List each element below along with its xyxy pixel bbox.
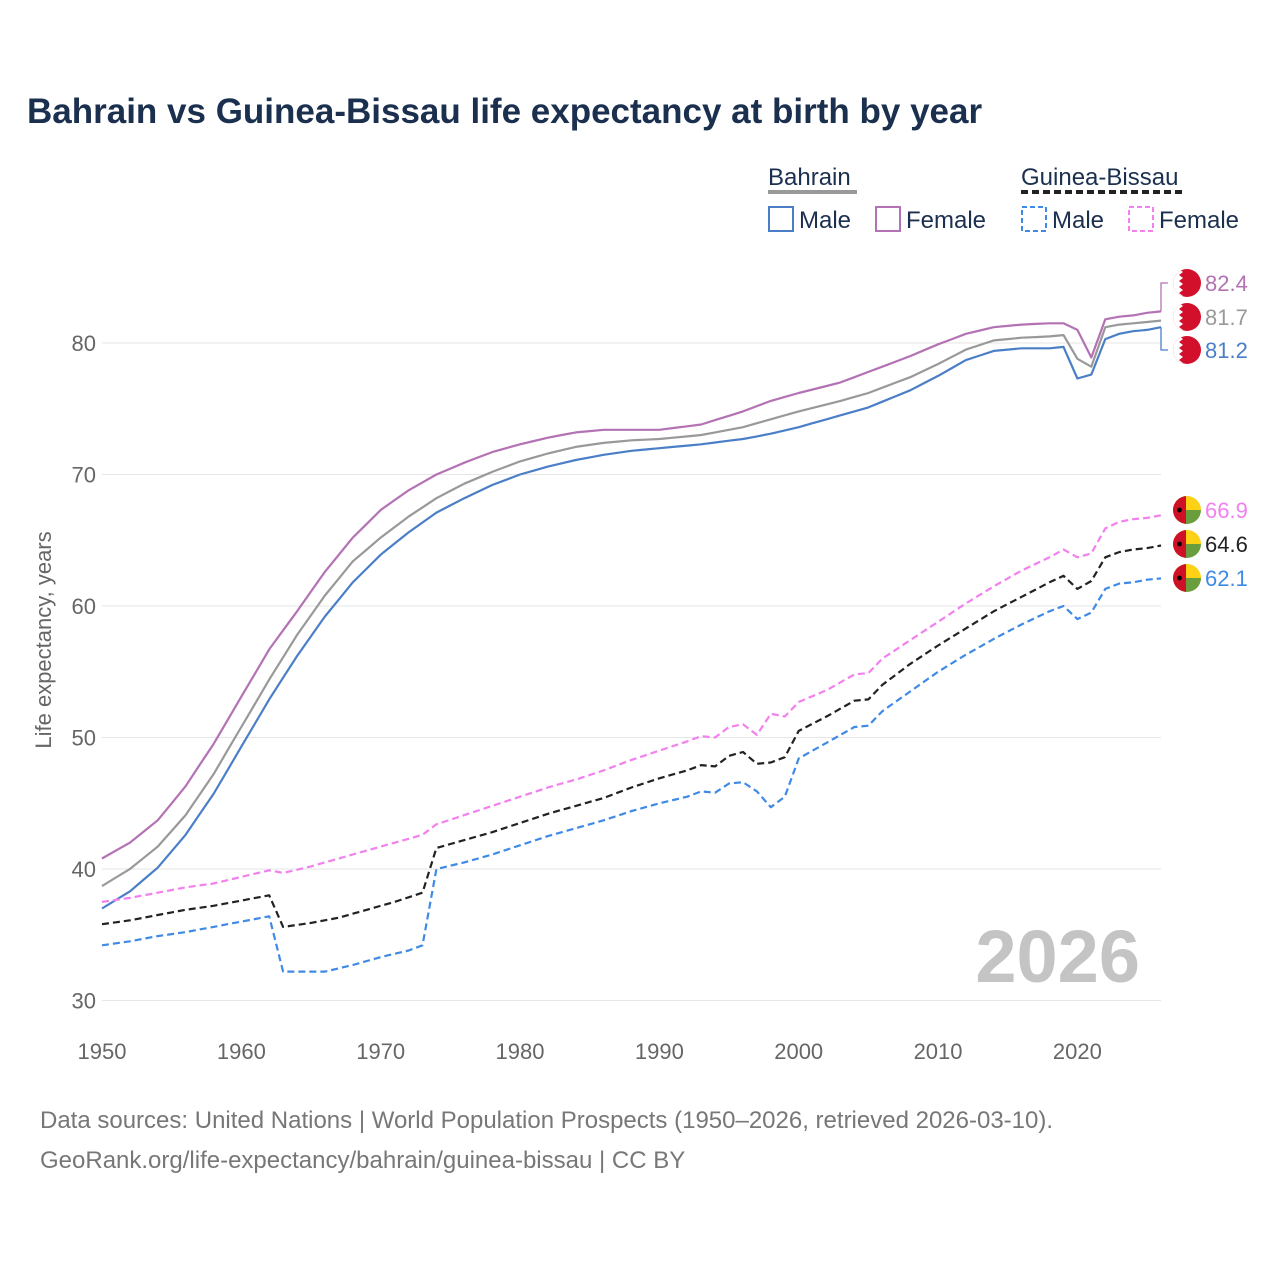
y-tick-label: 80: [72, 331, 96, 356]
year-watermark: 2026: [975, 915, 1140, 998]
legend-item-label[interactable]: Female: [1159, 207, 1239, 234]
y-tick-label: 60: [72, 594, 96, 619]
x-tick-label: 1980: [496, 1039, 545, 1064]
source-line-2: GeoRank.org/life-expectancy/bahrain/guin…: [40, 1147, 686, 1174]
legend-swatch[interactable]: [1128, 206, 1154, 232]
label-connector: [1160, 282, 1168, 312]
flag-white-band: [1173, 303, 1183, 331]
legend[interactable]: Bahrain Male Female Guinea-Bissau Male Female: [768, 164, 1239, 234]
end-label-gb_female: 66.9: [1205, 498, 1248, 523]
series-lines: [101, 310, 1162, 973]
y-axis-label: Life expectancy, years: [31, 531, 56, 748]
x-tick-label: 1950: [78, 1039, 127, 1064]
series-line-gb_female: [101, 514, 1162, 903]
legend-swatch[interactable]: [875, 206, 901, 232]
y-tick-label: 30: [72, 989, 96, 1014]
legend-item-label[interactable]: Male: [799, 207, 851, 234]
series-line-gb_male: [101, 577, 1162, 973]
guinea-bissau-flag-icon: [1173, 496, 1201, 524]
flag-star: [1177, 507, 1182, 513]
series-line-bahrain_female: [101, 310, 1162, 860]
bahrain-flag-icon: [1173, 269, 1201, 297]
series-line-bahrain_male: [101, 326, 1162, 910]
y-tick-label: 40: [72, 857, 96, 882]
legend-item-label[interactable]: Female: [906, 207, 986, 234]
legend-swatch[interactable]: [1021, 206, 1047, 232]
flag-white-band: [1173, 336, 1183, 364]
y-tick-labels: 30 40 50 60 70 80: [72, 331, 96, 1014]
chart-title: Bahrain vs Guinea-Bissau life expectancy…: [27, 92, 983, 131]
x-tick-label: 2000: [774, 1039, 823, 1064]
end-labels: 82.4 81.7 81.2 66.9 64.6 62.1: [1160, 269, 1248, 592]
source-line-1: Data sources: United Nations | World Pop…: [40, 1107, 1054, 1134]
guinea-bissau-flag-icon: [1173, 564, 1201, 592]
legend-group-title: Guinea-Bissau: [1021, 164, 1178, 191]
legend-group-title: Bahrain: [768, 164, 851, 191]
bahrain-flag-icon: [1173, 303, 1201, 331]
y-tick-label: 70: [72, 463, 96, 488]
grid-lines: [102, 342, 1161, 1001]
x-tick-label: 2020: [1053, 1039, 1102, 1064]
end-label-gb_total: 64.6: [1205, 532, 1248, 557]
bahrain-flag-icon: [1173, 336, 1201, 364]
legend-swatch[interactable]: [768, 206, 794, 232]
guinea-bissau-flag-icon: [1173, 530, 1201, 558]
x-tick-labels: 1950 1960 1970 1980 1990 2000 2010 2020: [78, 1039, 1102, 1064]
flag-star: [1177, 575, 1182, 581]
flag-star: [1177, 541, 1182, 547]
end-label-bahrain_male: 81.2: [1205, 338, 1248, 363]
x-tick-label: 2010: [914, 1039, 963, 1064]
end-label-bahrain_total: 81.7: [1205, 305, 1248, 330]
x-tick-label: 1990: [635, 1039, 684, 1064]
end-label-gb_male: 62.1: [1205, 566, 1248, 591]
label-connector: [1160, 327, 1168, 351]
x-tick-label: 1970: [356, 1039, 405, 1064]
legend-item-label[interactable]: Male: [1052, 207, 1104, 234]
series-line-bahrain_total: [101, 319, 1162, 888]
series-line-gb_total: [101, 544, 1162, 929]
end-label-bahrain_female: 82.4: [1205, 271, 1248, 296]
x-tick-label: 1960: [217, 1039, 266, 1064]
flag-white-band: [1173, 269, 1183, 297]
y-tick-label: 50: [72, 726, 96, 751]
